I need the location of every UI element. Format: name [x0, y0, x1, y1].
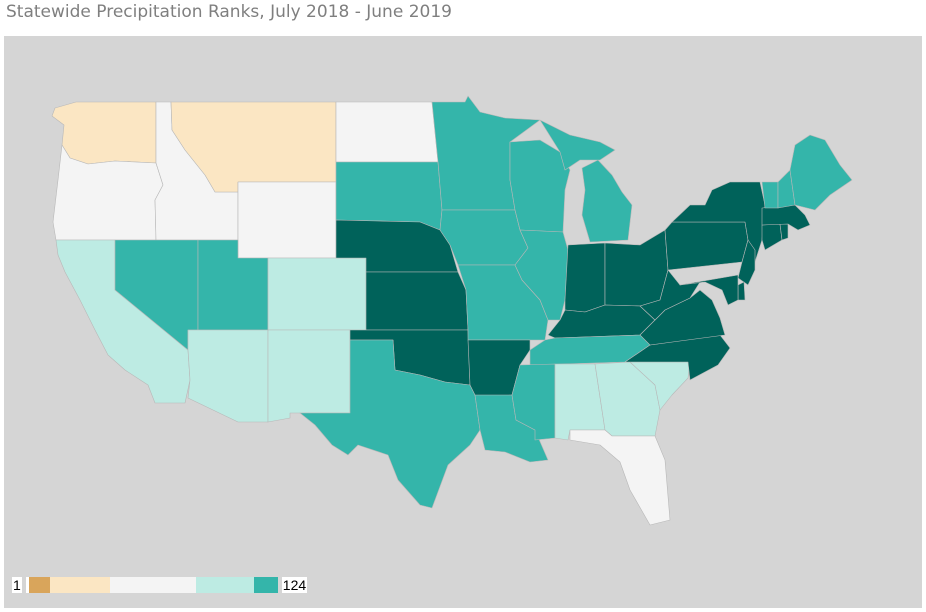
state-TX[interactable]: [299, 339, 481, 509]
state-NM[interactable]: [267, 329, 351, 423]
legend-bin: [25, 577, 29, 593]
state-DE[interactable]: [737, 281, 746, 301]
state-CO[interactable]: [267, 257, 367, 331]
state-CT[interactable]: [761, 223, 783, 251]
legend-max-label: 124: [281, 577, 308, 593]
state-WY[interactable]: [237, 181, 337, 259]
legend-bin: [109, 577, 196, 593]
state-ME[interactable]: [789, 134, 853, 211]
state-IL[interactable]: [514, 229, 569, 321]
us-state-map: [51, 95, 853, 526]
color-legend: 1 124: [12, 576, 308, 594]
state-MD[interactable]: [679, 274, 739, 306]
state-IN[interactable]: [564, 242, 606, 313]
state-WI[interactable]: [509, 139, 571, 233]
state-KS[interactable]: [365, 271, 469, 331]
state-MN[interactable]: [431, 95, 541, 211]
state-ND[interactable]: [335, 101, 439, 163]
state-FL[interactable]: [569, 429, 671, 526]
state-OH[interactable]: [604, 229, 669, 307]
state-MA[interactable]: [761, 204, 811, 231]
map-title: Statewide Precipitation Ranks, July 2018…: [6, 2, 452, 22]
state-VT[interactable]: [761, 181, 779, 209]
state-AZ[interactable]: [187, 329, 269, 423]
map-panel: 1 124: [4, 36, 922, 608]
state-SD[interactable]: [335, 161, 443, 231]
legend-bin: [253, 577, 278, 593]
state-KY[interactable]: [547, 304, 656, 339]
state-MI[interactable]: [539, 119, 633, 243]
legend-bin: [195, 577, 254, 593]
state-PA[interactable]: [664, 221, 749, 271]
legend-bin: [49, 577, 110, 593]
legend-min-label: 1: [12, 577, 22, 593]
legend-bin: [28, 577, 50, 593]
state-NY[interactable]: [671, 181, 766, 263]
legend-bar: [25, 577, 278, 593]
